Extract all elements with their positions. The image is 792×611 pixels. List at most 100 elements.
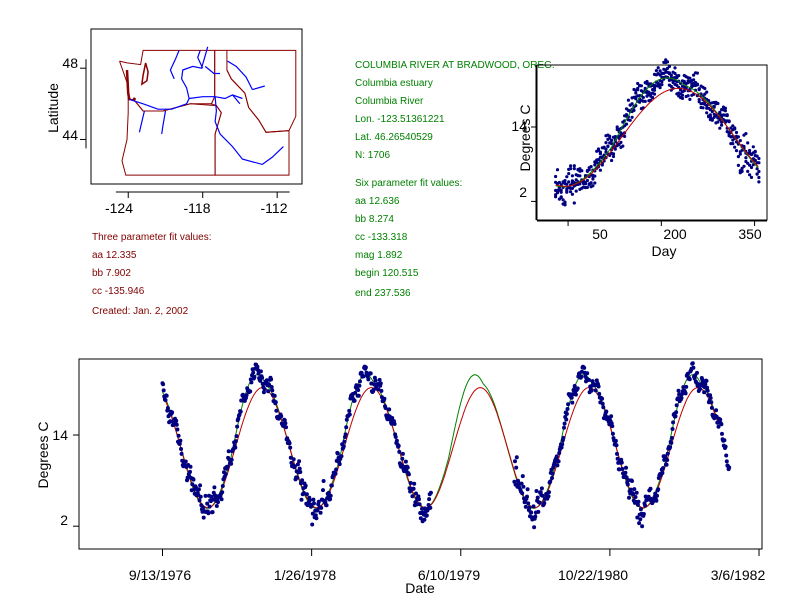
ts-point xyxy=(623,470,628,475)
state-borders xyxy=(119,49,297,176)
ts-point xyxy=(626,478,631,483)
ts-point xyxy=(722,438,727,443)
ts-point xyxy=(236,416,241,421)
ts-point xyxy=(178,438,183,443)
ts-point xyxy=(273,400,278,405)
doy-point xyxy=(589,165,593,169)
ts-point xyxy=(641,512,646,516)
ts-point xyxy=(570,392,575,397)
ts-point xyxy=(513,459,517,464)
ts-point xyxy=(197,498,202,503)
ts-point xyxy=(698,387,702,391)
doy-point xyxy=(649,92,653,96)
washington-border xyxy=(119,49,216,112)
ts-point xyxy=(414,491,418,496)
ts-ticks xyxy=(73,359,762,556)
ts-point xyxy=(559,445,564,450)
ts-point xyxy=(212,485,217,490)
doy-point xyxy=(727,119,731,123)
ts-point xyxy=(520,474,525,479)
ts-point xyxy=(244,393,249,398)
ts-point xyxy=(637,521,642,526)
doy-point xyxy=(598,150,603,154)
map-y-axis-title: Latitude xyxy=(45,83,61,133)
ts-point xyxy=(627,495,631,500)
ts-point xyxy=(572,384,577,388)
ts-point xyxy=(220,484,225,488)
ts-point xyxy=(561,435,566,440)
ts-point xyxy=(635,515,640,520)
doy-point xyxy=(610,158,614,163)
doy-point xyxy=(630,115,634,119)
river-line xyxy=(204,65,221,75)
doy-point xyxy=(748,148,752,153)
ts-point xyxy=(198,494,203,499)
doy-point xyxy=(569,190,573,194)
ts-point xyxy=(424,513,429,518)
puget-sound xyxy=(140,62,149,86)
ts-point xyxy=(569,395,574,400)
ts-point xyxy=(656,487,661,492)
ts-point xyxy=(400,451,405,456)
ts-point xyxy=(188,469,192,474)
ts-point xyxy=(179,451,184,456)
ts-point xyxy=(643,503,648,508)
ts-point xyxy=(177,441,182,446)
doy-point xyxy=(585,169,590,173)
ts-point xyxy=(582,365,587,370)
doy-point xyxy=(636,81,640,86)
doy-point xyxy=(677,94,681,98)
ts-point xyxy=(272,393,277,398)
ts-point xyxy=(619,460,624,465)
ts-point xyxy=(211,497,216,502)
ts-point xyxy=(633,495,638,499)
ts-point xyxy=(427,497,432,502)
doy-point xyxy=(569,186,573,190)
ts-point xyxy=(634,490,639,495)
doy-point xyxy=(615,125,619,129)
ts-point xyxy=(587,378,591,382)
ts-point xyxy=(210,510,215,515)
three-param-aa: aa 12.335 xyxy=(92,250,137,261)
ts-point xyxy=(613,438,618,443)
ts-point xyxy=(704,378,709,383)
doy-point xyxy=(755,172,759,176)
ts-point xyxy=(628,487,633,492)
doy-point xyxy=(591,184,595,188)
ts-point xyxy=(344,417,349,422)
river-line xyxy=(169,50,180,80)
ts-point xyxy=(532,525,537,530)
ts-point xyxy=(702,390,707,395)
doy-y-axis-title: Degrees C xyxy=(517,105,533,172)
ts-xtick-label: 6/10/1979 xyxy=(418,567,480,583)
ts-point xyxy=(248,389,253,394)
ts-point xyxy=(723,444,728,449)
doy-point xyxy=(740,169,744,173)
doy-fit-lines xyxy=(555,77,759,188)
ts-point xyxy=(334,467,339,472)
doy-point xyxy=(589,181,593,185)
ts-point xyxy=(196,487,201,492)
doy-point xyxy=(701,106,705,110)
coastline-mark xyxy=(125,69,131,101)
doy-point xyxy=(734,149,739,153)
ts-point xyxy=(601,405,606,410)
ts-point xyxy=(335,451,340,456)
doy-point xyxy=(710,117,714,121)
ts-point xyxy=(525,487,530,492)
ts-point xyxy=(593,388,598,393)
ts-point xyxy=(535,495,540,500)
ts-point xyxy=(527,505,532,510)
site-area: Columbia estuary xyxy=(355,78,433,89)
ts-point xyxy=(673,414,678,419)
ts-point xyxy=(638,517,643,522)
ts-data-points xyxy=(160,361,732,530)
doy-point xyxy=(749,152,754,156)
ts-point xyxy=(708,396,713,400)
doy-point xyxy=(695,71,700,75)
ts-point xyxy=(719,422,724,427)
doy-ytick-label: 14 xyxy=(511,118,527,134)
doy-point xyxy=(565,175,569,179)
doy-point xyxy=(680,84,685,88)
